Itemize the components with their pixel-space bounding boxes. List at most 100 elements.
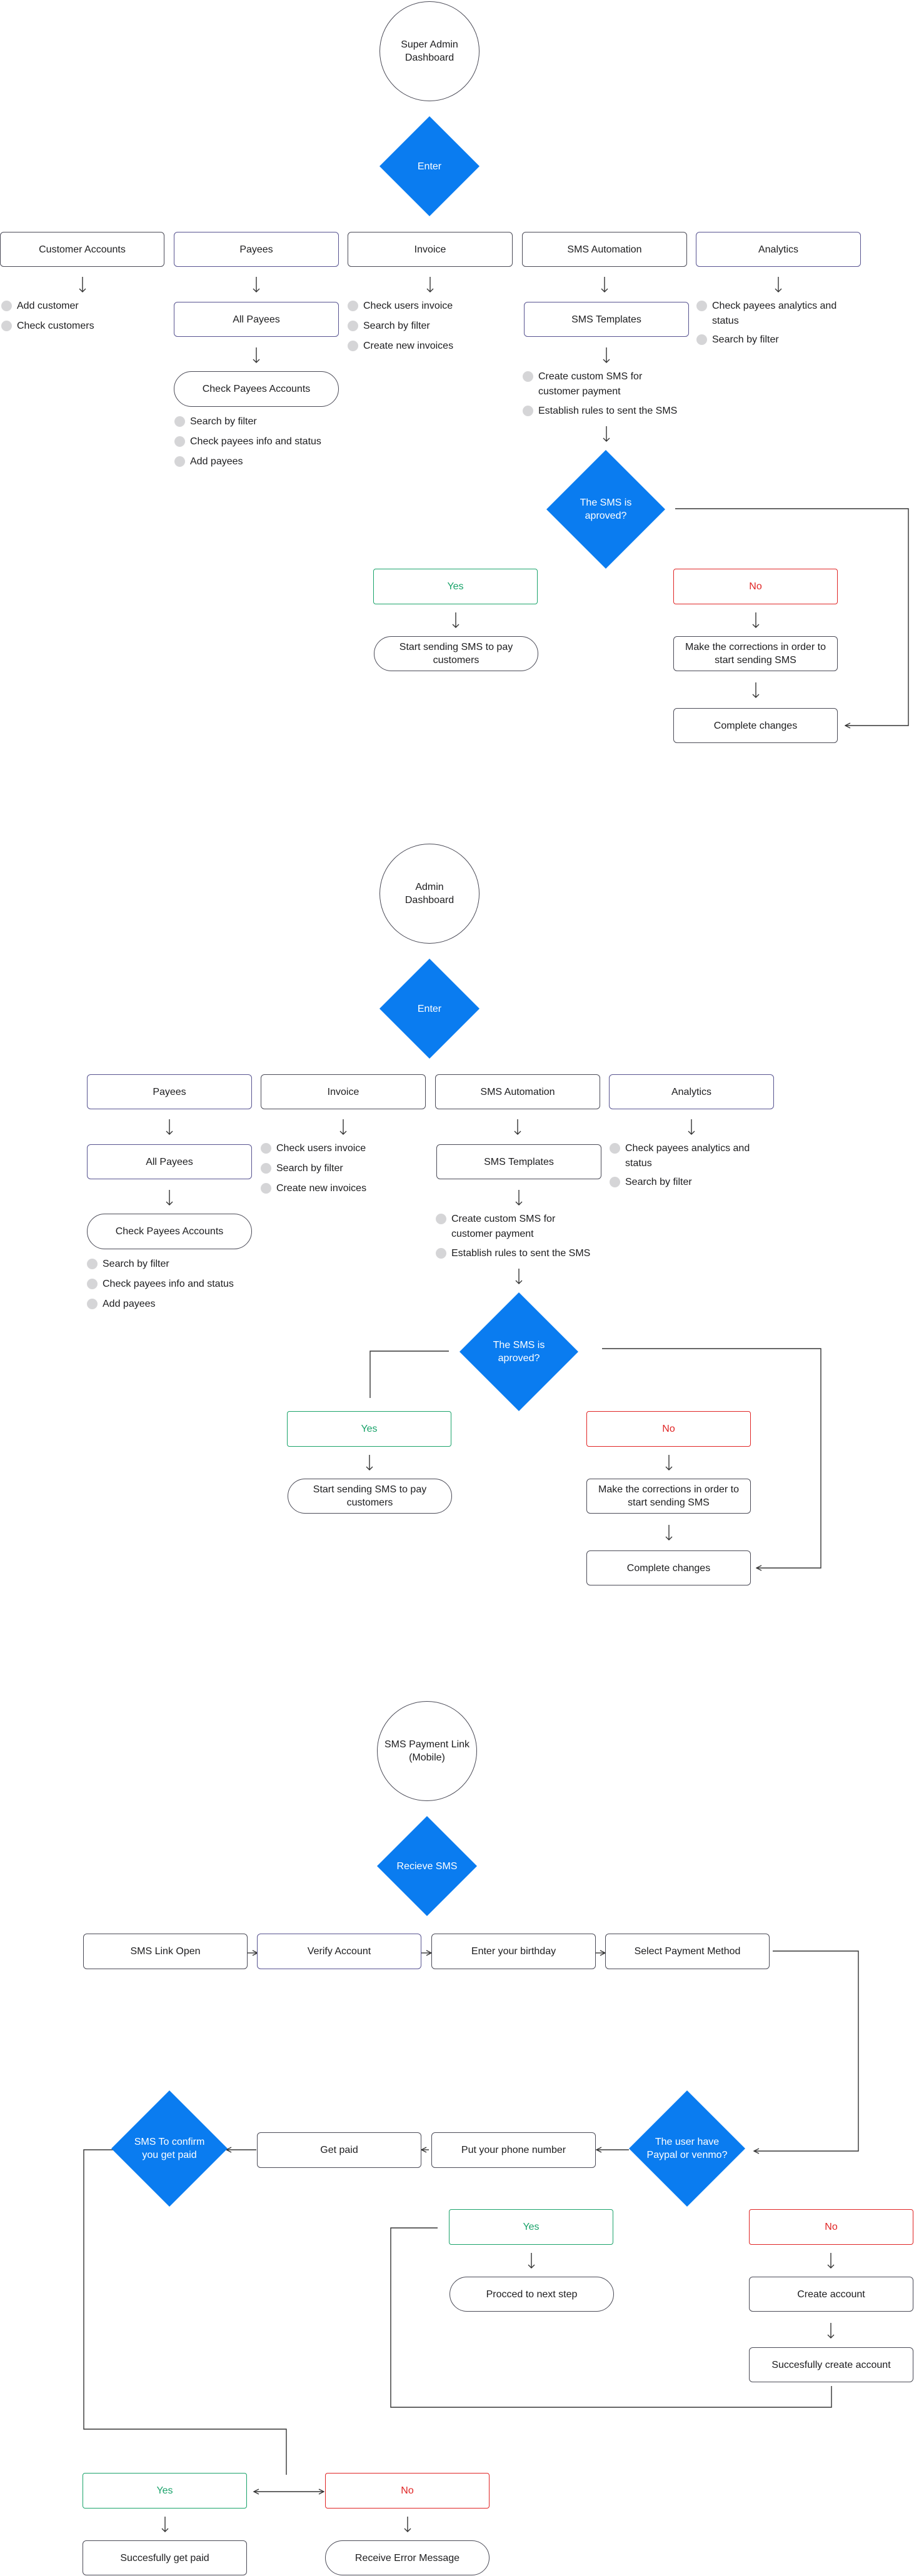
no-node: No	[673, 569, 838, 604]
yes-node: Yes	[449, 2209, 613, 2245]
connector-yes-path	[369, 1350, 449, 1398]
list-item: Add payees	[174, 454, 243, 469]
arrow-down-icon	[79, 277, 86, 292]
bullet-icon	[696, 301, 707, 311]
bullet-icon	[348, 341, 358, 351]
arrow-down-icon	[339, 1119, 347, 1135]
bullet-icon	[436, 1214, 446, 1224]
bullet-icon	[261, 1163, 271, 1174]
bullet-icon	[261, 1183, 271, 1194]
arrow-down-icon	[827, 2253, 835, 2269]
arrow-down-icon	[366, 1455, 373, 1470]
start-sending-node[interactable]: Start sending SMS to pay customers	[288, 1479, 452, 1514]
complete-changes-node[interactable]: Complete changes	[586, 1550, 751, 1585]
decision-label: The SMS is aproved?	[580, 497, 632, 521]
list-item: Check payees analytics and status	[696, 299, 836, 329]
list-item: Create custom SMS for customer payment	[523, 369, 642, 399]
enter-label: Enter	[417, 1003, 442, 1014]
arrow-down-icon	[426, 277, 434, 292]
start-sending-node[interactable]: Start sending SMS to pay customers	[374, 636, 538, 671]
column-invoice[interactable]: Invoice	[261, 1074, 426, 1109]
column-analytics[interactable]: Analytics	[696, 232, 861, 267]
list-item: Search by filter	[87, 1257, 169, 1272]
success-paid-node[interactable]: Succesfully get paid	[83, 2540, 247, 2575]
arrow-down-icon	[528, 2253, 535, 2269]
sms-payment-link-node: SMS Payment Link (Mobile)	[377, 1701, 477, 1801]
list-item: Check payees analytics and status	[610, 1141, 750, 1171]
bullet-icon	[174, 416, 185, 427]
yes-node: Yes	[373, 569, 538, 604]
arrow-down-icon	[752, 612, 760, 628]
list-item: Check customers	[1, 319, 94, 334]
list-item: Check payees info and status	[87, 1277, 234, 1292]
decision-label: The SMS is aproved?	[493, 1340, 545, 1364]
sms-templates-node[interactable]: SMS Templates	[436, 1144, 601, 1179]
make-corrections-node[interactable]: Make the corrections in order to start s…	[673, 636, 838, 671]
arrow-down-icon	[166, 1119, 173, 1135]
sms-link-open-node[interactable]: SMS Link Open	[83, 1934, 248, 1969]
super-admin-dashboard-node: Super Admin Dashboard	[379, 1, 480, 101]
decision-label: SMS To confirm you get paid	[134, 2137, 205, 2160]
arrow-down-icon	[515, 1190, 523, 1206]
bullet-icon	[436, 1248, 446, 1259]
connector-payment-method	[754, 1950, 859, 2151]
arrow-down-icon	[253, 277, 260, 292]
column-customer-accounts[interactable]: Customer Accounts	[0, 232, 164, 267]
arrow-down-icon	[665, 1525, 673, 1540]
column-payees[interactable]: Payees	[87, 1074, 252, 1109]
arrow-down-icon	[603, 347, 610, 363]
arrow-down-icon	[752, 682, 760, 698]
confirm-paid-diamond: SMS To confirm you get paid	[111, 2090, 228, 2207]
connector-no-path	[675, 508, 909, 726]
list-item: Create new invoices	[348, 339, 453, 354]
sms-templates-node[interactable]: SMS Templates	[524, 302, 689, 337]
list-item: Check payees info and status	[174, 434, 321, 449]
make-corrections-node[interactable]: Make the corrections in order to start s…	[586, 1479, 751, 1514]
column-sms-automation[interactable]: SMS Automation	[435, 1074, 600, 1109]
bullet-icon	[261, 1143, 271, 1154]
check-payees-accounts-node[interactable]: Check Payees Accounts	[87, 1214, 252, 1249]
arrow-down-icon	[775, 277, 782, 292]
get-paid-node[interactable]: Get paid	[257, 2132, 421, 2168]
list-item: Search by filter	[348, 319, 430, 334]
create-account-node[interactable]: Create account	[749, 2277, 913, 2312]
column-analytics[interactable]: Analytics	[609, 1074, 774, 1109]
list-item: Establish rules to sent the SMS	[436, 1246, 590, 1261]
sms-approved-diamond: The SMS is aproved?	[546, 450, 665, 569]
list-item: Check users invoice	[348, 299, 453, 314]
enter-birthday-node[interactable]: Enter your birthday	[431, 1934, 596, 1969]
list-item: Search by filter	[174, 414, 257, 429]
column-sms-automation[interactable]: SMS Automation	[522, 232, 687, 267]
verify-account-node[interactable]: Verify Account	[257, 1934, 421, 1969]
arrow-down-icon	[665, 1455, 673, 1470]
arrow-down-icon	[404, 2517, 411, 2532]
enter-label: Enter	[417, 161, 442, 172]
arrow-down-icon	[515, 1269, 523, 1284]
yes-node: Yes	[287, 1411, 451, 1447]
proceed-node[interactable]: Procced to next step	[449, 2277, 614, 2312]
success-create-account-node[interactable]: Succesfully create account	[749, 2347, 913, 2382]
complete-changes-node[interactable]: Complete changes	[673, 708, 838, 743]
connector-loop	[390, 2227, 832, 2408]
check-payees-accounts-node[interactable]: Check Payees Accounts	[174, 371, 339, 407]
column-invoice[interactable]: Invoice	[348, 232, 513, 267]
error-message-node[interactable]: Receive Error Message	[325, 2540, 490, 2575]
list-item: Search by filter	[610, 1175, 692, 1190]
list-item: Check users invoice	[261, 1141, 366, 1156]
receive-sms-diamond: Recieve SMS	[377, 1816, 477, 1916]
all-payees-node[interactable]: All Payees	[87, 1144, 252, 1179]
connector-complete-path	[602, 1348, 821, 1568]
yes-node: Yes	[83, 2473, 247, 2509]
phone-number-node[interactable]: Put your phone number	[431, 2132, 596, 2168]
column-payees[interactable]: Payees	[174, 232, 339, 267]
bullet-icon	[610, 1143, 620, 1154]
arrow-down-icon	[601, 277, 608, 292]
arrow-down-icon	[253, 347, 260, 363]
all-payees-node[interactable]: All Payees	[174, 302, 339, 337]
bullet-icon	[696, 334, 707, 345]
select-payment-method-node[interactable]: Select Payment Method	[605, 1934, 770, 1969]
arrow-down-icon	[451, 570, 460, 586]
bullet-icon	[174, 436, 185, 447]
bullet-icon	[87, 1279, 98, 1289]
